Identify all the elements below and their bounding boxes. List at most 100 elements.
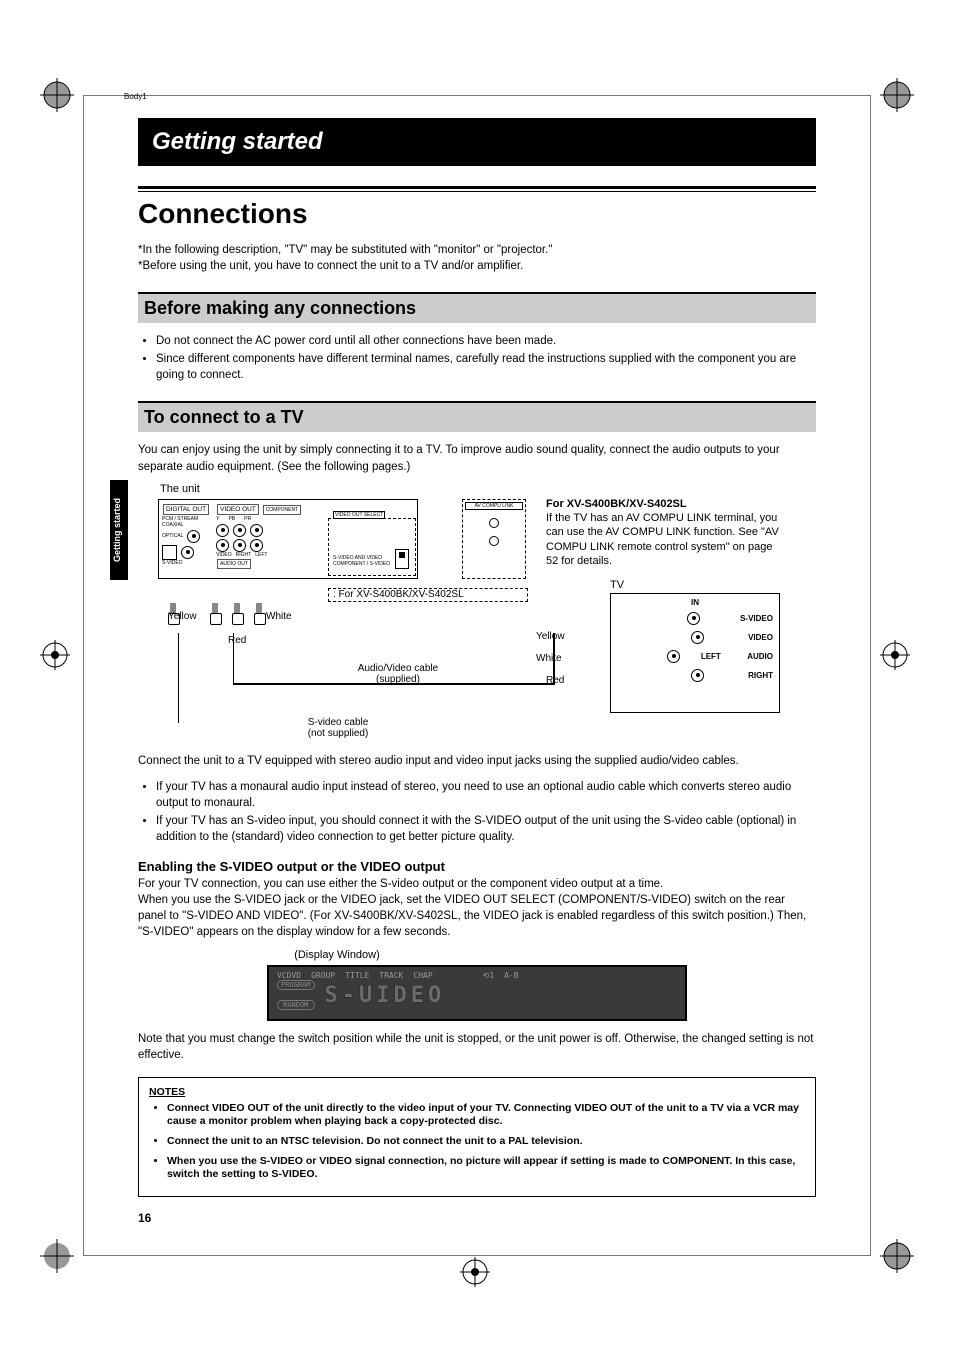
intro-line1: *In the following description, "TV" may … — [138, 242, 816, 258]
page-title: Connections — [138, 198, 816, 230]
tv-video-jack — [691, 631, 704, 644]
badge-random: RANDOM — [277, 1000, 315, 1010]
disp-track: TRACK — [379, 971, 403, 980]
right-label: RIGHT — [236, 552, 252, 558]
crop-br — [880, 1239, 914, 1273]
plug-white — [254, 603, 264, 628]
white-label-2: White — [536, 653, 562, 664]
after-diagram-bullets: If your TV has a monaural audio input in… — [138, 779, 816, 845]
pb-jack — [233, 524, 246, 537]
pr-jack — [250, 524, 263, 537]
tv-right-label: RIGHT — [748, 671, 773, 680]
section-header: Getting started — [138, 118, 816, 166]
notes-box: NOTES Connect VIDEO OUT of the unit dire… — [138, 1077, 816, 1197]
disp-vcdvd: VCDVD — [277, 971, 301, 980]
svideo-heading: Enabling the S-VIDEO output or the VIDEO… — [138, 859, 816, 874]
red-label-2: Red — [546, 675, 564, 686]
tv-label: TV — [610, 579, 624, 591]
compu-link-panel: AV COMPU LINK — [462, 499, 526, 579]
display-window: VCDVD GROUP TITLE TRACK CHAP ⟲1 A-B PROG… — [267, 965, 687, 1021]
red-label-1: Red — [228, 635, 246, 646]
plug-yellow — [210, 603, 220, 628]
compu-jack-2 — [489, 536, 499, 546]
intro: *In the following description, "TV" may … — [138, 242, 816, 274]
disp-repeat: ⟲1 — [483, 971, 495, 980]
pb-label: PB — [228, 516, 235, 522]
crop-line-left — [83, 95, 84, 1256]
intro-line2: *Before using the unit, you have to conn… — [138, 258, 816, 274]
crop-bl — [40, 1239, 74, 1273]
digital-out-label: DIGITAL OUT — [163, 504, 209, 515]
tv-svideo-label: S-VIDEO — [740, 614, 773, 623]
badge-program: PROGRAM — [277, 980, 315, 990]
coaxial-label: COAXIAL — [162, 522, 210, 528]
before-heading: Before making any connections — [138, 292, 816, 323]
crop-tr — [880, 78, 914, 112]
select-title: VIDEO OUT SELECT — [333, 511, 385, 519]
segment-text: S-UIDEO — [325, 983, 446, 1008]
video-out-select-box: VIDEO OUT SELECT S-VIDEO AND VIDEO COMPO… — [328, 518, 416, 576]
note-item-2: Connect the unit to an NTSC television. … — [167, 1135, 805, 1149]
models-legend: : For XV-S400BK/XV-S402SL — [328, 588, 528, 602]
not-supplied-text: (not supplied) — [308, 728, 369, 739]
left-label: LEFT — [255, 552, 267, 558]
connect-tv-heading: To connect to a TV — [138, 401, 816, 432]
svideo-body: For your TV connection, you can use eith… — [138, 876, 816, 940]
tv-svideo-jack — [687, 612, 700, 625]
disp-title: TITLE — [345, 971, 369, 980]
connection-diagram: The unit DIGITAL OUT PCM / STREAM COAXIA… — [138, 483, 816, 743]
white-label-1: White — [266, 611, 292, 622]
unit-label: The unit — [160, 483, 200, 495]
optical-jack — [162, 545, 177, 560]
side-note-title: For XV-S400BK/XV-S402SL — [546, 498, 687, 510]
yellow-label-2: Yellow — [536, 631, 565, 642]
after-bullet-2: If your TV has an S-video input, you sho… — [156, 813, 816, 845]
side-note-body: If the TV has an AV COMPU LINK terminal,… — [546, 512, 779, 567]
coaxial-jack — [187, 530, 200, 543]
side-note: For XV-S400BK/XV-S402SL If the TV has an… — [546, 497, 786, 568]
reg-bottom — [460, 1257, 494, 1291]
tv-left-jack — [667, 650, 680, 663]
sv-cable-line — [178, 633, 179, 723]
body-stamp: Body1 — [124, 92, 147, 101]
left-jack — [250, 539, 263, 552]
before-bullet-1: Do not connect the AC power cord until a… — [156, 333, 816, 349]
rule-thin — [138, 191, 816, 192]
sv-cable-label: S-video cable (not supplied) — [278, 717, 398, 739]
video-label: VIDEO — [216, 552, 232, 558]
tv-right-jack — [691, 669, 704, 682]
tv-in-label: IN — [615, 598, 775, 607]
disp-group: GROUP — [311, 971, 335, 980]
component-label: COMPONENT — [263, 505, 302, 515]
crop-line-right — [870, 95, 871, 1256]
tv-audio-label: AUDIO — [747, 652, 773, 661]
reg-right — [880, 640, 914, 674]
sv-cable-text: S-video cable — [308, 717, 369, 728]
svideo-note-after: Note that you must change the switch pos… — [138, 1031, 816, 1063]
side-tab: Getting started — [110, 480, 128, 580]
supplied-text: (supplied) — [376, 674, 420, 685]
pr-label: PR — [244, 516, 251, 522]
optical-label: OPTICAL — [162, 533, 183, 539]
note-item-1: Connect VIDEO OUT of the unit directly t… — [167, 1102, 805, 1129]
svideo-label: S-VIDEO — [162, 560, 183, 566]
note-item-3: When you use the S-VIDEO or VIDEO signal… — [167, 1155, 805, 1182]
disp-ab: A-B — [504, 971, 518, 980]
display-window-wrap: (Display Window) VCDVD GROUP TITLE TRACK… — [138, 947, 816, 1021]
tv-left-label: LEFT — [701, 652, 721, 661]
yellow-label-1: Yellow — [168, 611, 197, 622]
av-cable-label: Audio/Video cable (supplied) — [338, 663, 458, 685]
audio-out-label: AUDIO OUT — [217, 559, 251, 569]
crop-tl — [40, 78, 74, 112]
right-jack — [233, 539, 246, 552]
after-diagram-para: Connect the unit to a TV equipped with s… — [138, 753, 816, 769]
reg-left — [40, 640, 74, 674]
before-bullets: Do not connect the AC power cord until a… — [138, 333, 816, 383]
switch-graphic — [395, 549, 409, 569]
connect-tv-para: You can enjoy using the unit by simply c… — [138, 442, 816, 474]
rule-thick — [138, 186, 816, 189]
compu-jack-1 — [489, 518, 499, 528]
av-line-1 — [233, 633, 234, 683]
select-opt1: S-VIDEO AND VIDEO — [333, 555, 390, 561]
display-caption: (Display Window) — [294, 949, 380, 961]
